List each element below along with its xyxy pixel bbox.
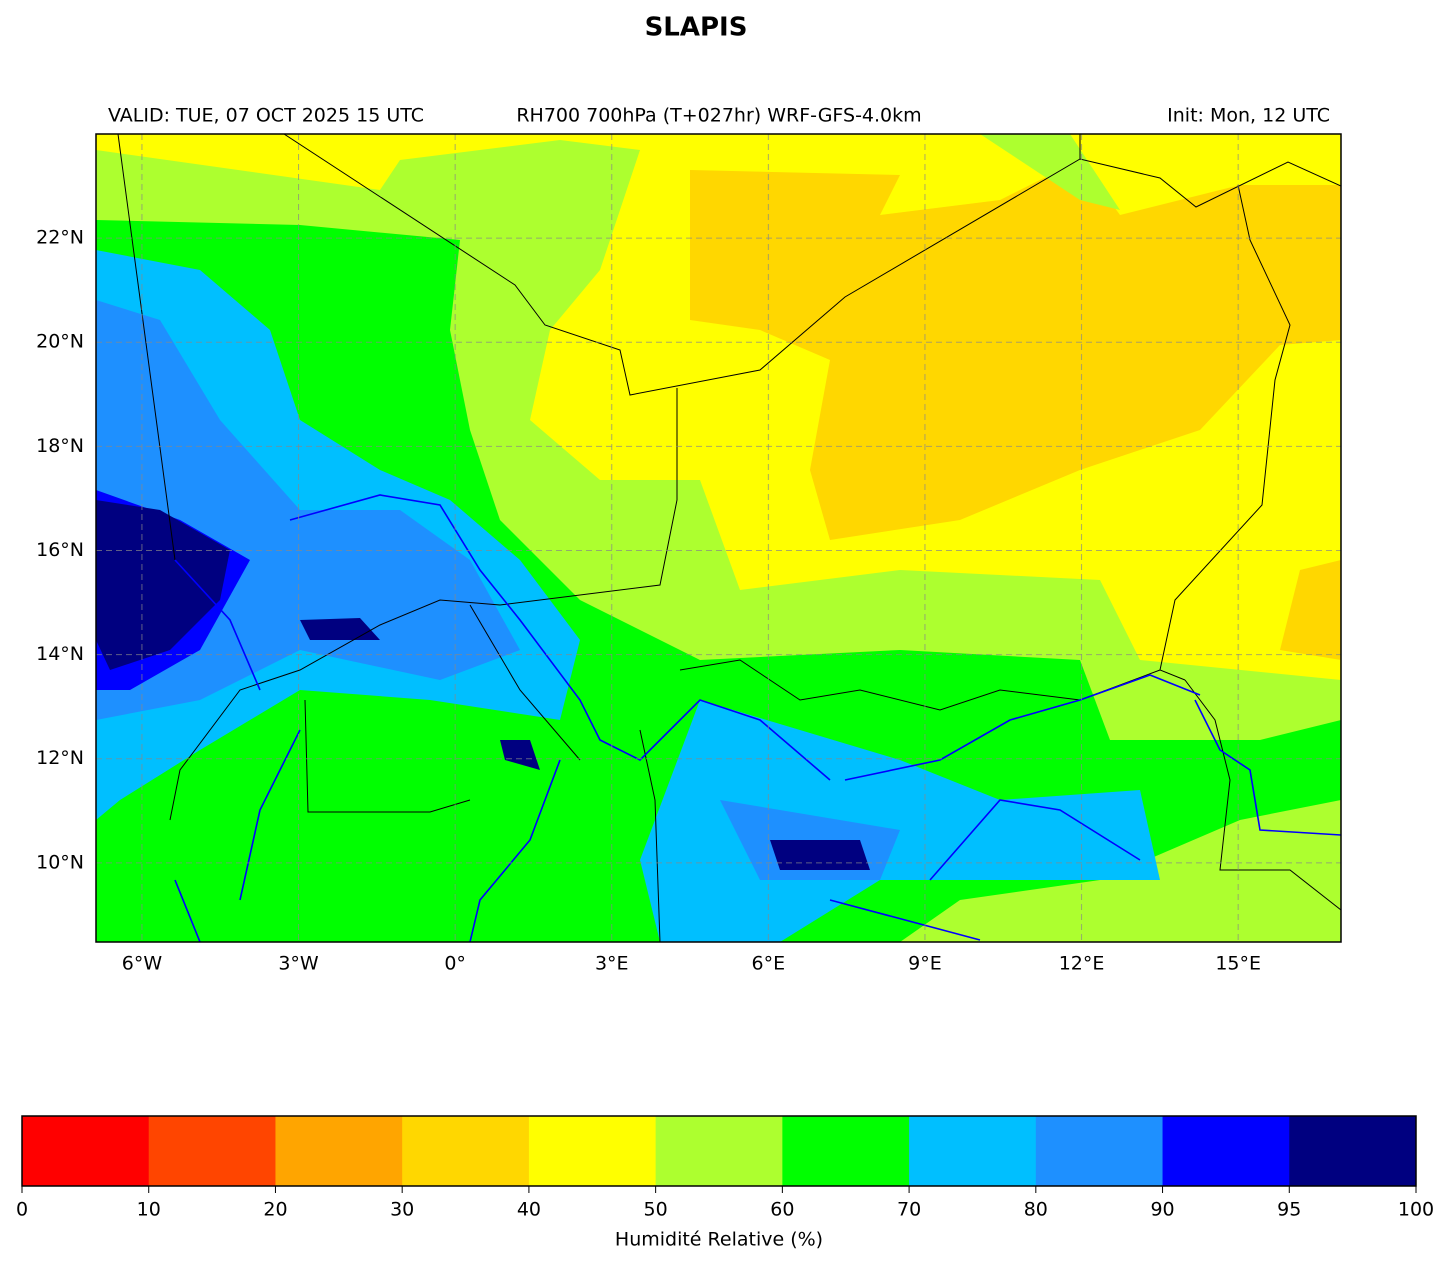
- x-tick-label: 0°: [444, 953, 466, 975]
- x-tick-label: 3°W: [278, 953, 319, 975]
- colorbar-segment: [275, 1116, 403, 1186]
- colorbar-segment: [1035, 1116, 1164, 1186]
- y-tick-label: 18°N: [36, 435, 84, 457]
- colorbar-segment: [655, 1116, 783, 1186]
- colorbar-tick-label: 0: [16, 1199, 28, 1221]
- colorbar-tick-label: 60: [770, 1199, 794, 1221]
- colorbar-tick-label: 100: [1398, 1199, 1434, 1221]
- x-tick-label: 15°E: [1215, 953, 1261, 975]
- colorbar-segment: [909, 1116, 1037, 1186]
- y-tick-label: 22°N: [36, 227, 84, 249]
- colorbar-tick-label: 90: [1150, 1199, 1174, 1221]
- subtitle-right: Init: Mon, 12 UTC: [1167, 105, 1330, 127]
- x-tick-label: 9°E: [908, 953, 942, 975]
- colorbar-tick-label: 70: [897, 1199, 921, 1221]
- colorbar-tick-label: 40: [517, 1199, 541, 1221]
- y-tick-label: 16°N: [36, 539, 84, 561]
- colorbar-label: Humidité Relative (%): [615, 1229, 823, 1251]
- y-tick-label: 12°N: [36, 747, 84, 769]
- y-tick-label: 14°N: [36, 643, 84, 665]
- x-tick-label: 6°W: [122, 953, 163, 975]
- colorbar-tick-label: 20: [263, 1199, 287, 1221]
- subtitle-left: VALID: TUE, 07 OCT 2025 15 UTC: [108, 105, 424, 127]
- y-tick-label: 10°N: [36, 851, 84, 873]
- x-tick-label: 3°E: [595, 953, 629, 975]
- colorbar-tick-label: 50: [644, 1199, 668, 1221]
- x-tick-label: 12°E: [1059, 953, 1105, 975]
- map-frame: [95, 133, 1342, 943]
- colorbar-segment: [402, 1116, 530, 1186]
- title: SLAPIS: [645, 13, 748, 43]
- colorbar-tick-label: 10: [137, 1199, 161, 1221]
- subtitle-center: RH700 700hPa (T+027hr) WRF-GFS-4.0km: [516, 105, 921, 127]
- colorbar-segment: [22, 1116, 150, 1186]
- colorbar-tick-label: 30: [390, 1199, 414, 1221]
- x-tick-label: 6°E: [752, 953, 786, 975]
- colorbar-segment: [782, 1116, 910, 1186]
- colorbar-segment: [1162, 1116, 1290, 1186]
- colorbar-segment: [1289, 1116, 1417, 1186]
- colorbar-tick-label: 95: [1277, 1199, 1301, 1221]
- humidity-field: [96, 134, 1341, 942]
- colorbar-segment: [148, 1116, 276, 1186]
- y-tick-label: 20°N: [36, 331, 84, 353]
- colorbar-tick-label: 80: [1024, 1199, 1048, 1221]
- colorbar-frame: [21, 1115, 1417, 1187]
- colorbar-segment: [528, 1116, 657, 1186]
